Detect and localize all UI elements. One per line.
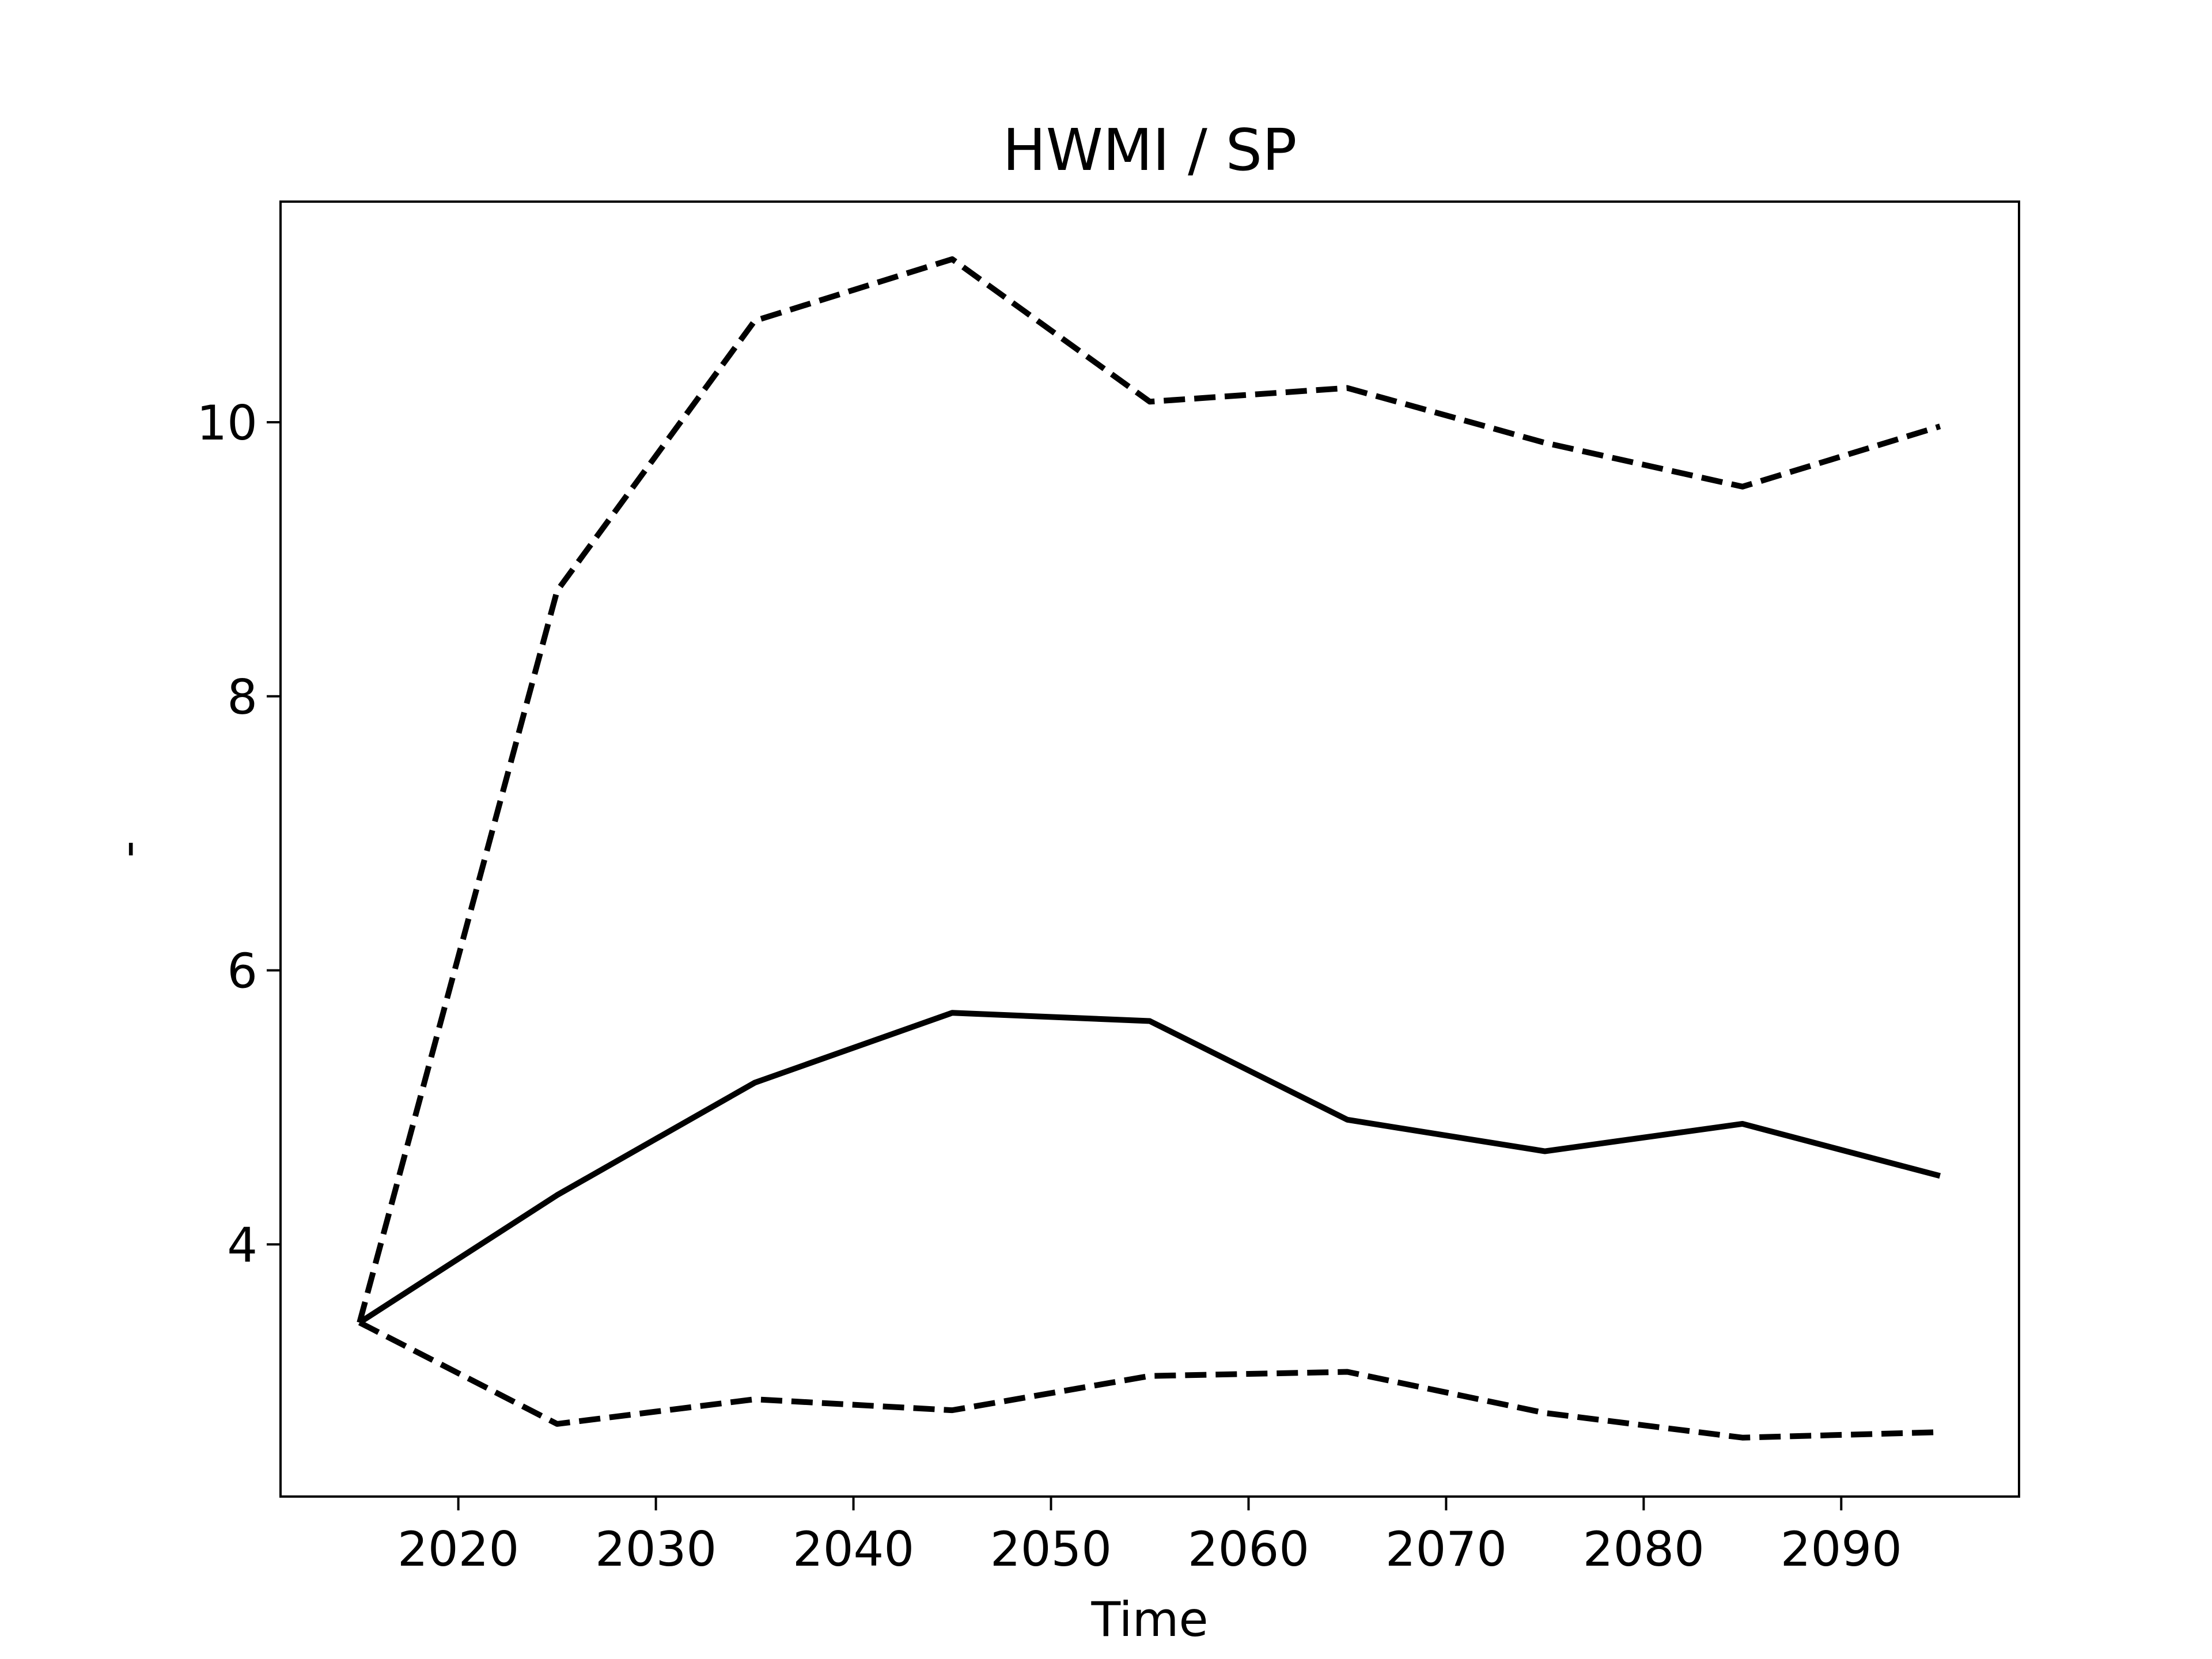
x-tick-label: 2090 (1781, 1521, 1902, 1577)
plot-frame (279, 200, 2020, 1498)
line-series (357, 256, 1941, 1324)
line-series (358, 1010, 1941, 1325)
x-tick-label: 2020 (397, 1521, 519, 1577)
x-tick-label: 2060 (1188, 1521, 1309, 1577)
y-axis-label: - (100, 840, 156, 858)
x-tick-label: 2050 (990, 1521, 1112, 1577)
x-axis-label: Time (1090, 1592, 1208, 1647)
x-tick-label: 2080 (1583, 1521, 1705, 1577)
y-tick-label: 10 (196, 395, 257, 451)
y-tick-label: 4 (227, 1217, 257, 1273)
x-tick-label: 2040 (793, 1521, 914, 1577)
chart-title: HWMI / SP (1003, 116, 1297, 184)
y-tick-label: 6 (227, 944, 257, 999)
y-tick-label: 8 (227, 669, 257, 725)
x-tick-label: 2030 (595, 1521, 717, 1577)
x-tick-label: 2070 (1385, 1521, 1507, 1577)
line-series (358, 1320, 1940, 1441)
